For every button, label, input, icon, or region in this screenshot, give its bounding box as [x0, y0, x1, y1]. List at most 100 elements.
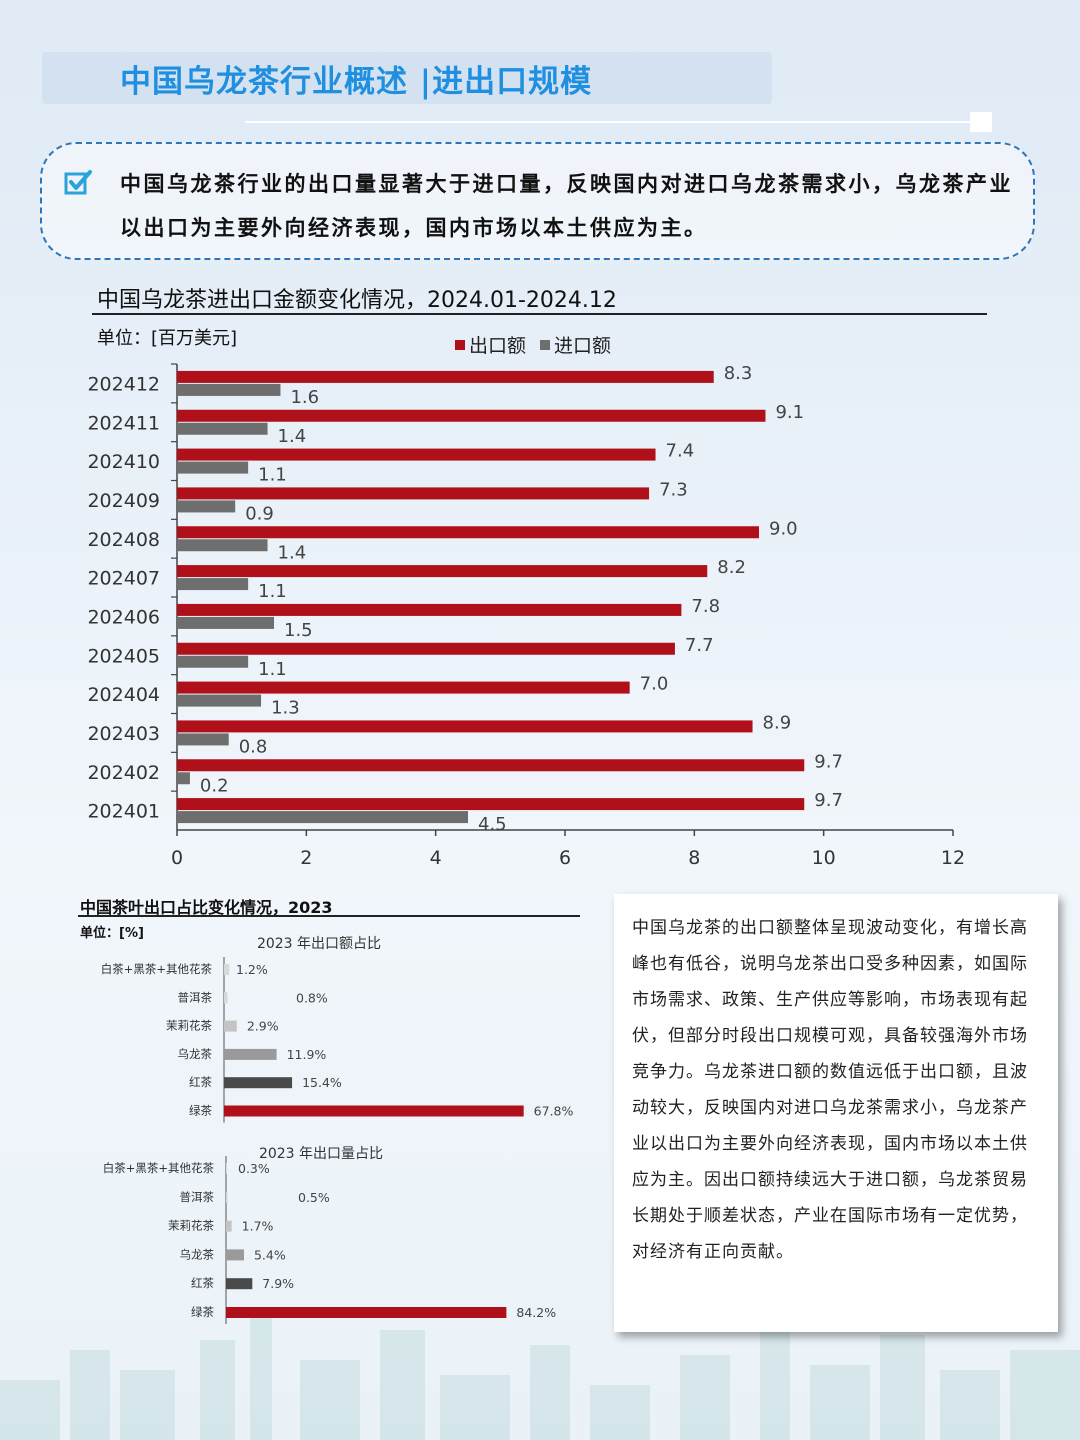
- export-value-label: 9.0: [769, 518, 798, 539]
- x-tick-label: 10: [812, 847, 836, 869]
- share-value-label: 2.9%: [247, 1019, 279, 1034]
- share-value-label: 1.2%: [236, 962, 268, 977]
- share-value-label: 84.2%: [516, 1305, 556, 1320]
- y-tick-label: 202402: [87, 762, 160, 784]
- y-tick-label: 202404: [87, 684, 160, 706]
- share-value-label: 7.9%: [262, 1276, 294, 1291]
- legend-swatch-import: [540, 339, 551, 350]
- import-bar: [177, 539, 268, 552]
- export-value-label: 7.4: [666, 441, 695, 462]
- title-square-ornament: [970, 112, 992, 132]
- share-category-label: 红茶: [189, 1075, 212, 1089]
- share-category-label: 普洱茶: [178, 990, 213, 1004]
- export-value-label: 7.7: [685, 635, 714, 656]
- share-category-label: 乌龙茶: [178, 1047, 213, 1061]
- import-bar: [177, 655, 249, 668]
- import-value-label: 1.4: [278, 542, 307, 563]
- legend-label-export: 出口额: [469, 335, 527, 357]
- y-tick-label: 202412: [87, 373, 160, 395]
- share-bar: [226, 1163, 227, 1174]
- share-category-label: 普洱茶: [180, 1190, 215, 1204]
- page-title: 中国乌龙茶行业概述 |进出口规模: [120, 64, 593, 100]
- share-category-label: 白茶+黑茶+其他花茶: [103, 1161, 215, 1175]
- main-chart-rule: [92, 313, 987, 315]
- share-category-label: 红茶: [191, 1276, 214, 1290]
- share-category-label: 绿茶: [191, 1305, 214, 1319]
- share-panel-subtitle: 2023 年出口额占比: [257, 936, 381, 952]
- export-value-label: 7.8: [691, 596, 720, 617]
- export-bar: [177, 487, 650, 500]
- export-value-label: 8.3: [724, 363, 753, 384]
- main-bar-chart: 0 2 4 6 8 10 12 202412 8.3 1.6 202411 9.1 1.4 202410 7…: [87, 363, 965, 869]
- x-tick-label: 6: [559, 847, 571, 869]
- share-chart-rule: [78, 915, 580, 917]
- export-bar: [177, 526, 759, 539]
- share-panel-subtitle: 2023 年出口量占比: [259, 1146, 383, 1162]
- share-bar: [224, 1048, 277, 1060]
- export-value-label: 8.2: [717, 557, 746, 578]
- share-chart-title: 中国茶叶出口占比变化情况，2023: [80, 898, 333, 917]
- share-value-label: 11.9%: [287, 1047, 327, 1062]
- import-value-label: 4.5: [478, 814, 507, 835]
- import-bar: [177, 461, 249, 474]
- export-value-label: 9.1: [775, 402, 804, 423]
- x-tick-label: 0: [171, 847, 183, 869]
- x-tick-label: 12: [941, 847, 965, 869]
- import-value-label: 0.2: [200, 775, 229, 796]
- export-bar: [177, 370, 714, 383]
- import-value-label: 1.1: [258, 465, 287, 486]
- city-skyline-decoration: [0, 1310, 1080, 1440]
- import-bar: [177, 383, 281, 396]
- import-bar: [177, 811, 468, 824]
- import-value-label: 1.3: [271, 698, 300, 719]
- y-tick-label: 202409: [87, 490, 160, 512]
- y-tick-label: 202411: [87, 412, 160, 434]
- y-tick-label: 202405: [87, 645, 160, 667]
- share-bar: [224, 1077, 293, 1089]
- analysis-text-box: 中国乌龙茶的出口额整体呈现波动变化，有增长高峰也有低谷，说明乌龙茶出口受多种因素…: [614, 894, 1058, 1332]
- export-bar: [177, 448, 656, 461]
- export-value-label: 9.7: [814, 790, 843, 811]
- main-chart-legend: 出口额 进口额: [455, 331, 611, 358]
- export-bar: [177, 681, 630, 694]
- import-bar: [177, 694, 262, 707]
- y-tick-label: 202401: [87, 801, 160, 823]
- import-bar: [177, 578, 249, 591]
- export-bar: [177, 798, 805, 811]
- export-value-label: 7.3: [659, 479, 688, 500]
- share-category-label: 绿茶: [189, 1104, 212, 1118]
- legend-swatch-export: [455, 339, 465, 350]
- share-bar: [226, 1249, 244, 1261]
- export-bar: [177, 565, 708, 578]
- import-value-label: 1.5: [284, 620, 313, 641]
- x-tick-label: 4: [430, 847, 442, 869]
- title-underline: [245, 121, 970, 123]
- y-tick-label: 202406: [87, 606, 160, 628]
- main-chart-title: 中国乌龙茶进出口金额变化情况，2024.01-2024.12: [97, 288, 617, 313]
- checkbox-check-icon: [64, 170, 92, 195]
- share-category-label: 茉莉花茶: [168, 1219, 214, 1233]
- share-bar: [224, 1105, 524, 1117]
- import-value-label: 0.8: [239, 736, 268, 757]
- share-value-label: 0.8%: [296, 990, 328, 1005]
- export-value-label: 8.9: [763, 712, 792, 733]
- legend-label-import: 进口额: [554, 335, 612, 357]
- import-bar: [177, 772, 190, 785]
- import-value-label: 1.1: [258, 581, 287, 602]
- import-value-label: 0.9: [245, 503, 274, 524]
- import-value-label: 1.4: [278, 426, 307, 447]
- y-tick-label: 202408: [87, 529, 160, 551]
- export-value-label: 9.7: [814, 751, 843, 772]
- summary-text: 中国乌龙茶行业的出口量显著大于进口量，反映国内对进口乌龙茶需求小，乌龙茶产业以出…: [120, 171, 1013, 240]
- export-value-label: 7.0: [640, 674, 669, 695]
- share-value-label: 0.5%: [298, 1190, 330, 1205]
- analysis-text: 中国乌龙茶的出口额整体呈现波动变化，有增长高峰也有低谷，说明乌龙茶出口受多种因素…: [632, 918, 1028, 1262]
- share-category-label: 乌龙茶: [180, 1247, 215, 1261]
- export-bar: [177, 642, 675, 655]
- import-value-label: 1.1: [258, 659, 287, 680]
- summary-callout: [40, 142, 1035, 260]
- legend-item-export: 出口额: [455, 331, 526, 358]
- x-tick-label: 8: [688, 847, 700, 869]
- share-value-label: 15.4%: [302, 1075, 342, 1090]
